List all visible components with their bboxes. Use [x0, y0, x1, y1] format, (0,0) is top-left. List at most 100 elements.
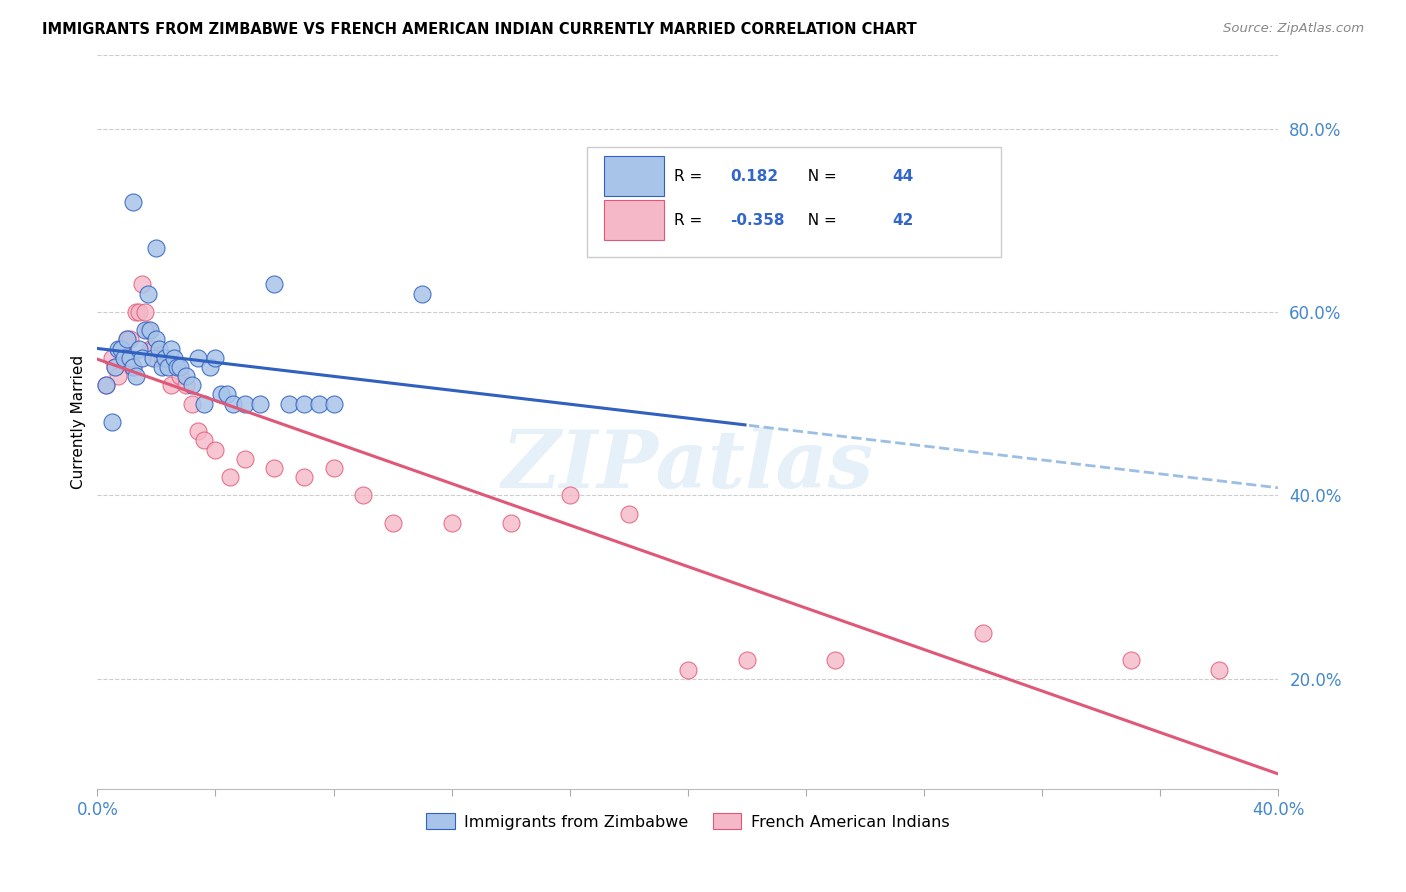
Point: [112, 351, 135, 365]
Point: [440, 516, 463, 530]
Point: [104, 359, 127, 374]
Point: [187, 424, 209, 438]
Point: [134, 323, 156, 337]
Point: [209, 387, 232, 401]
Point: [125, 305, 148, 319]
Point: [160, 378, 183, 392]
Text: N =: N =: [797, 212, 841, 227]
Point: [155, 351, 177, 365]
Point: [169, 369, 191, 384]
Text: 42: 42: [891, 212, 914, 227]
Point: [411, 286, 433, 301]
Point: [101, 415, 124, 429]
Point: [115, 333, 138, 347]
Point: [308, 397, 330, 411]
Text: Source: ZipAtlas.com: Source: ZipAtlas.com: [1223, 22, 1364, 36]
Text: IMMIGRANTS FROM ZIMBABWE VS FRENCH AMERICAN INDIAN CURRENTLY MARRIED CORRELATION: IMMIGRANTS FROM ZIMBABWE VS FRENCH AMERI…: [42, 22, 917, 37]
Point: [249, 397, 271, 411]
Point: [96, 378, 118, 392]
Point: [166, 359, 188, 374]
Point: [125, 369, 148, 384]
Point: [217, 387, 239, 401]
Point: [824, 653, 846, 667]
Point: [145, 333, 167, 347]
Point: [292, 397, 315, 411]
Point: [322, 397, 344, 411]
Point: [145, 241, 167, 255]
Point: [163, 351, 186, 365]
Y-axis label: Currently Married: Currently Married: [72, 355, 86, 489]
Point: [617, 507, 640, 521]
Point: [157, 359, 180, 374]
Point: [676, 663, 699, 677]
Point: [1119, 653, 1142, 667]
Text: N =: N =: [797, 169, 841, 184]
Point: [112, 351, 135, 365]
Point: [121, 194, 143, 209]
Point: [263, 461, 285, 475]
Point: [131, 277, 153, 292]
Point: [1208, 663, 1230, 677]
Point: [121, 359, 143, 374]
Point: [233, 397, 256, 411]
Point: [150, 351, 173, 365]
FancyBboxPatch shape: [605, 201, 664, 240]
FancyBboxPatch shape: [588, 147, 1001, 257]
Point: [101, 351, 124, 365]
Point: [131, 351, 153, 365]
Point: [115, 333, 138, 347]
Text: 44: 44: [891, 169, 914, 184]
Point: [352, 488, 374, 502]
Point: [118, 351, 141, 365]
Point: [187, 351, 209, 365]
Legend: Immigrants from Zimbabwe, French American Indians: Immigrants from Zimbabwe, French America…: [419, 806, 956, 836]
Point: [136, 286, 159, 301]
Point: [499, 516, 522, 530]
Point: [292, 470, 315, 484]
Point: [128, 305, 150, 319]
Point: [381, 516, 404, 530]
Point: [139, 323, 162, 337]
Point: [278, 397, 301, 411]
Point: [198, 359, 221, 374]
Point: [136, 323, 159, 337]
Point: [263, 277, 285, 292]
Point: [174, 369, 197, 384]
Point: [174, 378, 197, 392]
Text: -0.358: -0.358: [730, 212, 785, 227]
Point: [193, 434, 215, 448]
Point: [107, 342, 129, 356]
Point: [735, 653, 758, 667]
Point: [169, 359, 191, 374]
Point: [219, 470, 242, 484]
Point: [139, 342, 162, 356]
Point: [145, 351, 167, 365]
Point: [558, 488, 581, 502]
Point: [322, 461, 344, 475]
Text: 0.182: 0.182: [730, 169, 779, 184]
Point: [180, 397, 202, 411]
Point: [180, 378, 202, 392]
Text: R =: R =: [673, 169, 707, 184]
Point: [110, 342, 132, 356]
Point: [148, 342, 170, 356]
Point: [193, 397, 215, 411]
Point: [128, 342, 150, 356]
Point: [121, 359, 143, 374]
Point: [110, 342, 132, 356]
FancyBboxPatch shape: [605, 156, 664, 196]
Point: [134, 305, 156, 319]
Point: [150, 359, 173, 374]
Point: [118, 333, 141, 347]
Point: [96, 378, 118, 392]
Point: [107, 369, 129, 384]
Point: [204, 442, 226, 457]
Point: [142, 342, 165, 356]
Point: [204, 351, 226, 365]
Point: [104, 359, 127, 374]
Text: ZIPatlas: ZIPatlas: [502, 427, 873, 505]
Text: R =: R =: [673, 212, 707, 227]
Point: [222, 397, 245, 411]
Point: [160, 342, 183, 356]
Point: [142, 351, 165, 365]
